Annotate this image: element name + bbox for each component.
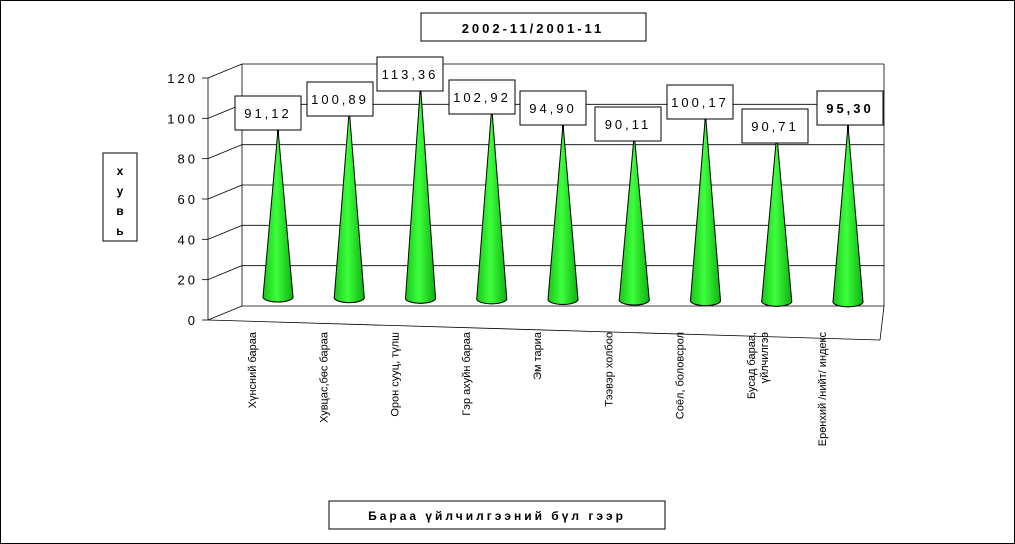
data-label: 94,90 xyxy=(519,90,587,126)
category-label: Орон сууц, түлш xyxy=(390,332,402,417)
floor-front-edge xyxy=(207,319,881,341)
category-label: үйлчилгээ xyxy=(759,332,771,384)
category-label: Гэр ахуйн бараа xyxy=(461,331,473,416)
y-tick-label: 80 xyxy=(178,152,198,167)
cone-bar xyxy=(832,125,864,308)
cone-body xyxy=(832,125,864,308)
chart-title: 2002-11/2001-11 xyxy=(462,21,605,36)
category-label: Соёл, боловсрол xyxy=(675,332,687,419)
data-label-text: 100,17 xyxy=(671,95,729,110)
data-label-text: 94,90 xyxy=(529,101,577,116)
data-label-text: 90,71 xyxy=(751,119,799,134)
data-label-text: 95,30 xyxy=(826,101,874,116)
data-label-box xyxy=(306,81,374,117)
cone-body xyxy=(547,123,579,305)
gridline-side xyxy=(207,63,243,79)
data-label: 90,11 xyxy=(594,106,662,142)
data-label: 95,30 xyxy=(816,90,884,126)
category-label: Хувцас,бөс бараа xyxy=(318,331,330,423)
data-label-text: 113,36 xyxy=(382,67,439,82)
chart-title-box: 2002-11/2001-11 xyxy=(420,12,647,42)
cone-body xyxy=(476,107,508,305)
cone-bar xyxy=(689,114,722,307)
cone-bar xyxy=(761,134,793,307)
category-label: Ерөнхий /нийт/ индекс xyxy=(817,332,829,447)
cone-body xyxy=(262,129,294,303)
cone-body xyxy=(618,134,650,306)
category-label: Тээвэр холбоо xyxy=(603,332,615,407)
cone-bar xyxy=(618,134,650,306)
cone-bar xyxy=(262,129,294,303)
data-label: 100,17 xyxy=(666,84,734,120)
gridline-side xyxy=(207,224,243,240)
data-label: 100,89 xyxy=(306,81,374,117)
y-tick-label: 40 xyxy=(178,232,198,247)
y-tick-label: 20 xyxy=(178,273,198,288)
data-label-box xyxy=(376,56,444,92)
y-tick-label: 120 xyxy=(167,71,198,86)
data-label: 102,92 xyxy=(448,79,516,115)
gridline-side xyxy=(207,265,243,281)
category-label: Хүнсний бараа xyxy=(247,331,259,408)
cone-body xyxy=(689,114,722,307)
category-label: Эм тариа xyxy=(532,331,544,380)
data-label-box xyxy=(816,90,884,126)
data-label-box xyxy=(594,106,662,142)
cone-bar xyxy=(333,110,365,304)
y-tick-label: 0 xyxy=(188,313,198,328)
cone-body xyxy=(333,110,365,304)
gridline-side xyxy=(207,305,243,321)
data-label-box xyxy=(519,90,587,126)
floor-right-edge xyxy=(879,305,885,341)
y-tick-label: 60 xyxy=(178,192,198,207)
data-label-text: 100,89 xyxy=(311,92,369,107)
cone-body xyxy=(404,85,437,304)
data-label-box xyxy=(666,84,734,120)
data-label: 113,36 xyxy=(376,56,444,92)
x-axis-title: Бараа үйлчилгээний бүл гээр xyxy=(368,509,626,523)
data-label: 90,71 xyxy=(741,108,809,144)
data-label-text: 90,11 xyxy=(605,117,652,132)
cone-body xyxy=(761,134,793,307)
cone-bar xyxy=(547,123,579,305)
data-label-text: 102,92 xyxy=(453,90,511,105)
data-label-text: 91,12 xyxy=(244,106,292,121)
x-axis-title-box: Бараа үйлчилгээний бүл гээр xyxy=(328,500,666,530)
data-label: 91,12 xyxy=(234,95,302,131)
data-label-box xyxy=(741,108,809,144)
y-tick-label: 100 xyxy=(167,111,198,126)
category-label: Бусад бараа, xyxy=(746,332,758,399)
gridline-side xyxy=(207,184,243,200)
cone-bar xyxy=(404,85,437,304)
data-label-box xyxy=(234,95,302,131)
data-label-box xyxy=(448,79,516,115)
gridline-side xyxy=(207,144,243,160)
